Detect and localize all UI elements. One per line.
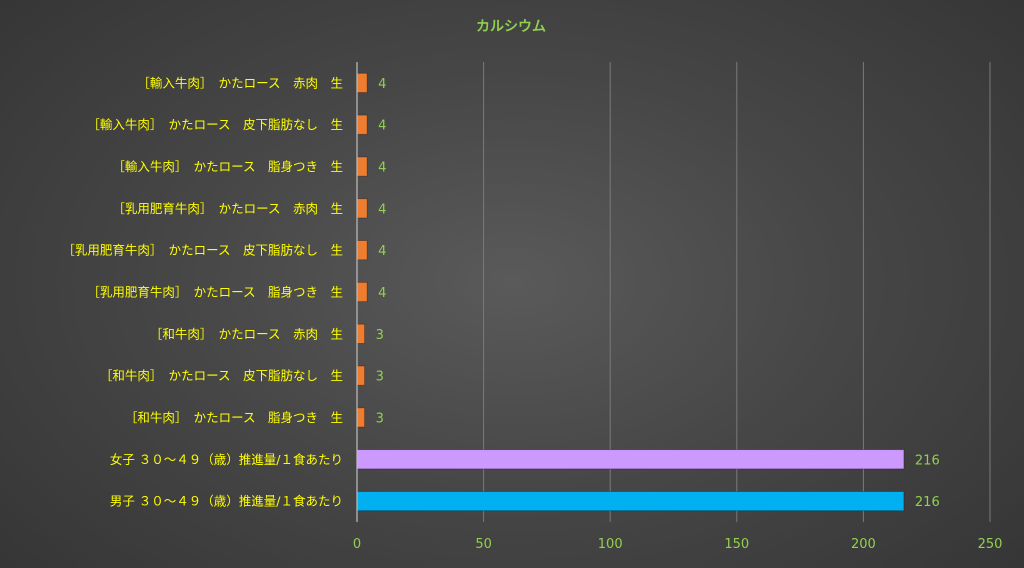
category-label: ［輸入牛肉］ かたロース 脂身つき 生 <box>112 159 343 174</box>
bar <box>356 114 368 135</box>
bar <box>356 240 368 261</box>
bar <box>356 449 905 470</box>
category-label: ［乳用肥育牛肉］ かたロース 脂身つき 生 <box>87 285 343 300</box>
data-label: 4 <box>378 286 386 301</box>
data-label: 3 <box>376 328 384 343</box>
category-label: ［乳用肥育牛肉］ かたロース 赤肉 生 <box>112 201 343 216</box>
bar <box>356 198 368 219</box>
data-label: 216 <box>915 453 940 468</box>
x-tick-label: 200 <box>851 537 876 552</box>
data-label: 3 <box>376 411 384 426</box>
data-label: 216 <box>915 495 940 510</box>
category-label: 男子 ３０～４９（歳）推進量/１食あたり <box>110 494 343 509</box>
data-label: 4 <box>378 161 386 176</box>
data-label: 4 <box>378 244 386 259</box>
x-tick-label: 100 <box>598 537 623 552</box>
bar <box>356 407 365 428</box>
data-label: 4 <box>378 77 386 92</box>
data-label: 4 <box>378 119 386 134</box>
bar <box>356 323 365 344</box>
category-label: ［和牛肉］ かたロース 皮下脂肪なし 生 <box>100 368 343 383</box>
bar <box>356 72 368 93</box>
category-label: ［和牛肉］ かたロース 脂身つき 生 <box>125 410 343 425</box>
bar <box>356 365 365 386</box>
x-tick-label: 150 <box>724 537 749 552</box>
category-label: ［乳用肥育牛肉］ かたロース 皮下脂肪なし 生 <box>62 243 343 258</box>
chart-title: カルシウム <box>476 19 546 35</box>
x-tick-label: 0 <box>353 537 361 552</box>
category-label: ［輸入牛肉］ かたロース 赤肉 生 <box>137 75 343 90</box>
data-label: 3 <box>376 370 384 385</box>
x-tick-label: 250 <box>978 537 1003 552</box>
category-label: ［輸入牛肉］ かたロース 皮下脂肪なし 生 <box>87 117 343 132</box>
bar <box>356 281 368 303</box>
x-tick-label: 50 <box>475 537 492 552</box>
category-label: 女子 ３０～４９（歳）推進量/１食あたり <box>110 452 343 467</box>
data-label: 4 <box>378 202 386 217</box>
bar <box>356 156 368 177</box>
category-label: ［和牛肉］ かたロース 赤肉 生 <box>150 326 343 341</box>
bar <box>356 491 905 512</box>
